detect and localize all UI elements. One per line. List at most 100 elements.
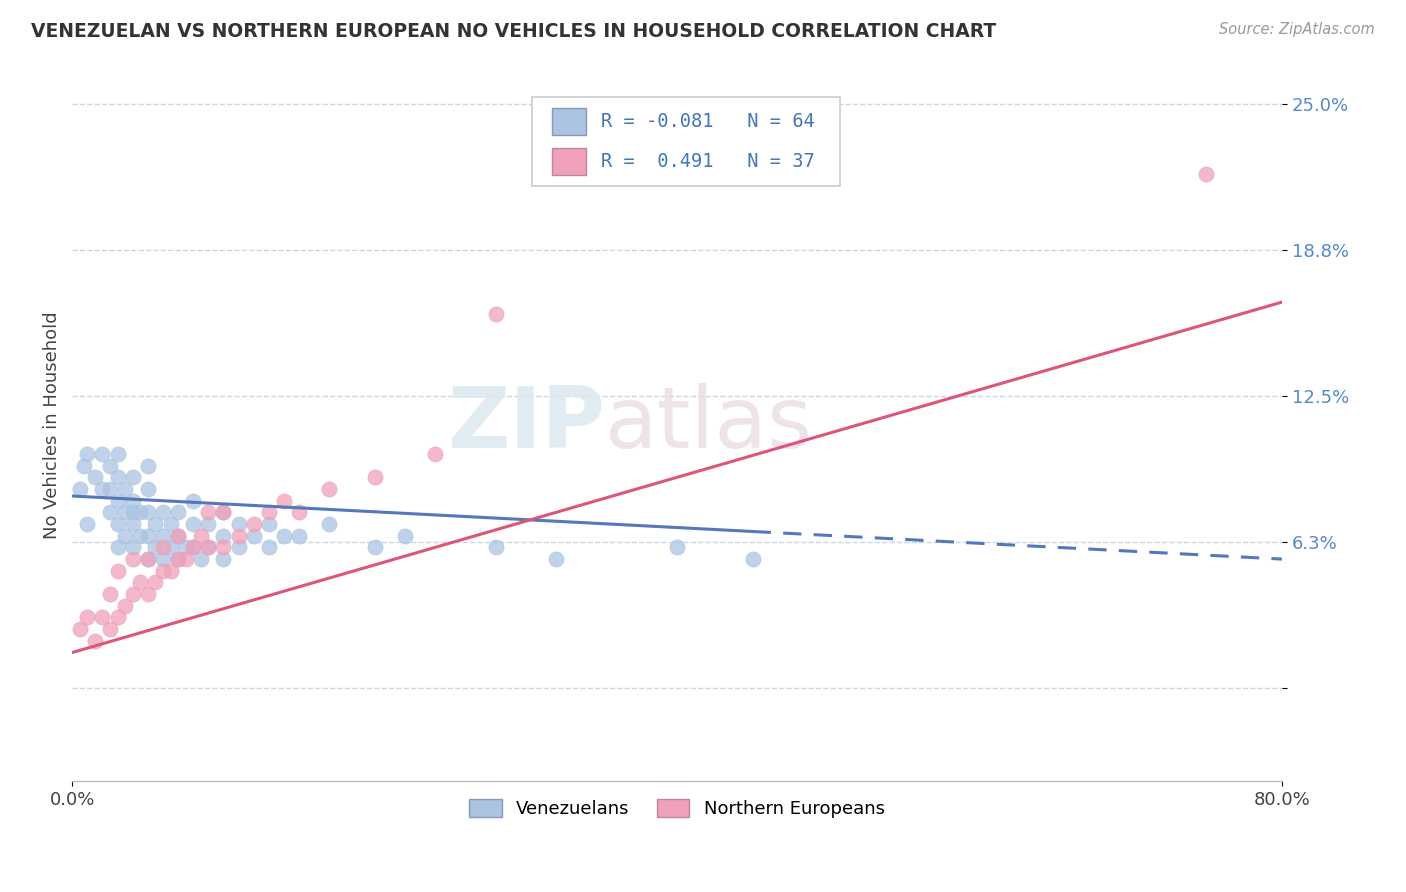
Point bbox=[484, 541, 506, 555]
Point bbox=[121, 493, 143, 508]
Point bbox=[152, 541, 174, 555]
Point bbox=[129, 575, 152, 590]
Text: R =  0.491   N = 37: R = 0.491 N = 37 bbox=[600, 152, 814, 170]
Point bbox=[181, 516, 204, 531]
Point bbox=[273, 529, 295, 543]
Point bbox=[174, 552, 197, 566]
Point bbox=[98, 458, 121, 473]
Point bbox=[136, 458, 159, 473]
Point bbox=[136, 587, 159, 601]
Point bbox=[273, 493, 295, 508]
Point bbox=[121, 541, 143, 555]
Point bbox=[121, 587, 143, 601]
Point bbox=[181, 541, 204, 555]
Point bbox=[69, 482, 91, 496]
Point bbox=[76, 516, 98, 531]
Point bbox=[181, 493, 204, 508]
Point bbox=[129, 529, 152, 543]
Point bbox=[136, 529, 159, 543]
Point bbox=[257, 516, 280, 531]
Point bbox=[121, 516, 143, 531]
Point bbox=[145, 541, 167, 555]
Point bbox=[107, 447, 129, 461]
Point bbox=[98, 622, 121, 636]
Point bbox=[318, 482, 340, 496]
FancyBboxPatch shape bbox=[553, 147, 586, 175]
Point bbox=[212, 541, 235, 555]
Point bbox=[114, 505, 136, 519]
Point bbox=[167, 552, 190, 566]
Point bbox=[666, 541, 689, 555]
Point bbox=[73, 458, 96, 473]
Point bbox=[741, 552, 763, 566]
Point bbox=[197, 516, 219, 531]
Point bbox=[484, 307, 506, 321]
Point bbox=[76, 610, 98, 624]
Point bbox=[91, 610, 114, 624]
Point bbox=[121, 505, 143, 519]
Point bbox=[98, 587, 121, 601]
Point bbox=[197, 541, 219, 555]
Point bbox=[114, 529, 136, 543]
Point bbox=[107, 610, 129, 624]
Point bbox=[152, 564, 174, 578]
Point bbox=[394, 529, 416, 543]
Point bbox=[318, 516, 340, 531]
Point bbox=[212, 529, 235, 543]
Point bbox=[363, 541, 385, 555]
Point bbox=[114, 599, 136, 613]
Point bbox=[121, 552, 143, 566]
Point bbox=[121, 470, 143, 484]
Point bbox=[546, 552, 568, 566]
Text: Source: ZipAtlas.com: Source: ZipAtlas.com bbox=[1219, 22, 1375, 37]
Point bbox=[167, 529, 190, 543]
Point bbox=[228, 541, 250, 555]
Point bbox=[84, 470, 107, 484]
Point bbox=[212, 552, 235, 566]
Point bbox=[363, 470, 385, 484]
Point bbox=[181, 541, 204, 555]
Point bbox=[1195, 167, 1218, 181]
Point bbox=[152, 552, 174, 566]
FancyBboxPatch shape bbox=[531, 97, 841, 186]
Point bbox=[197, 541, 219, 555]
Point bbox=[152, 505, 174, 519]
Point bbox=[107, 516, 129, 531]
Point bbox=[136, 505, 159, 519]
Point bbox=[91, 447, 114, 461]
Point bbox=[242, 516, 264, 531]
Point bbox=[107, 541, 129, 555]
Point bbox=[107, 493, 129, 508]
Point bbox=[288, 529, 311, 543]
Legend: Venezuelans, Northern Europeans: Venezuelans, Northern Europeans bbox=[463, 791, 891, 825]
Point bbox=[159, 564, 181, 578]
Point bbox=[159, 541, 181, 555]
Point bbox=[114, 482, 136, 496]
Point bbox=[174, 541, 197, 555]
Point bbox=[288, 505, 311, 519]
Point bbox=[228, 516, 250, 531]
Point bbox=[145, 575, 167, 590]
Point bbox=[197, 505, 219, 519]
Point bbox=[136, 552, 159, 566]
Point bbox=[242, 529, 264, 543]
Text: VENEZUELAN VS NORTHERN EUROPEAN NO VEHICLES IN HOUSEHOLD CORRELATION CHART: VENEZUELAN VS NORTHERN EUROPEAN NO VEHIC… bbox=[31, 22, 997, 41]
Point bbox=[84, 633, 107, 648]
Point bbox=[423, 447, 446, 461]
Point bbox=[107, 564, 129, 578]
Point bbox=[190, 529, 212, 543]
Point bbox=[212, 505, 235, 519]
Point bbox=[228, 529, 250, 543]
Point bbox=[167, 505, 190, 519]
Point bbox=[136, 482, 159, 496]
Point bbox=[257, 505, 280, 519]
Text: ZIP: ZIP bbox=[447, 384, 605, 467]
Point bbox=[190, 552, 212, 566]
Point bbox=[167, 529, 190, 543]
Point bbox=[167, 552, 190, 566]
Point bbox=[91, 482, 114, 496]
Point bbox=[76, 447, 98, 461]
Point bbox=[257, 541, 280, 555]
Point bbox=[107, 470, 129, 484]
Point bbox=[98, 482, 121, 496]
